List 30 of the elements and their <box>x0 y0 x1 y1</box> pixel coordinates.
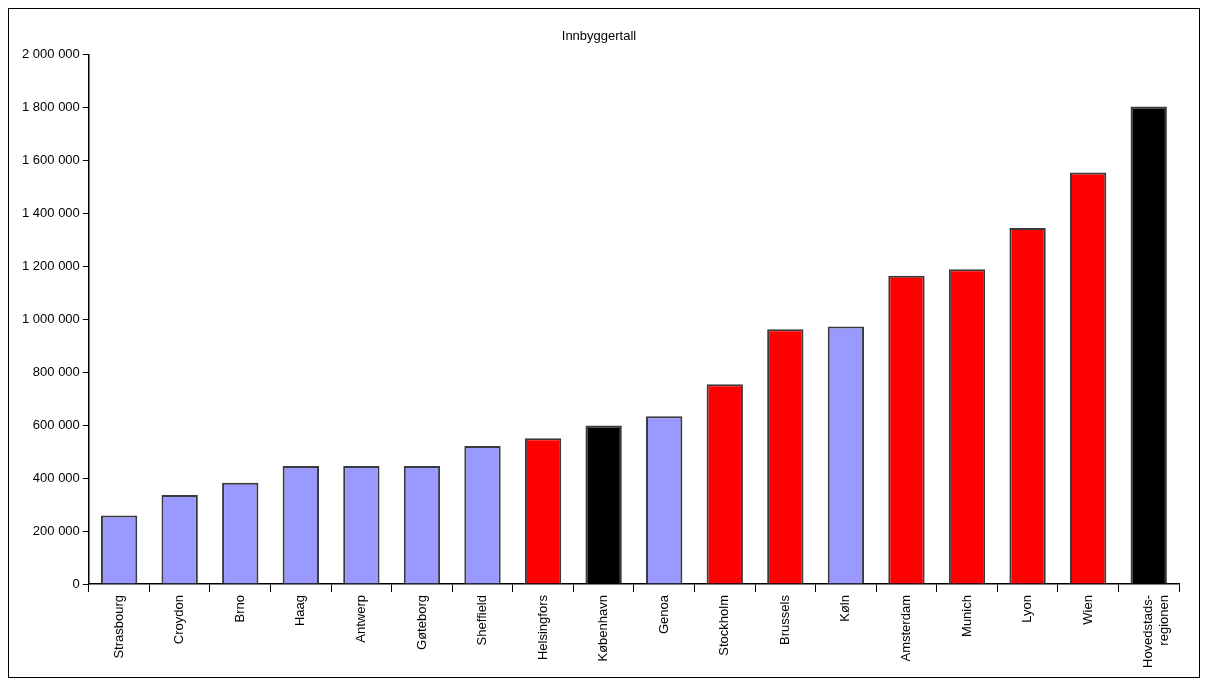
y-tick-label: 2 000 000 <box>21 46 80 62</box>
x-tick-label: Hovedstads- regionen <box>1140 595 1171 669</box>
y-tick-label: 1 200 000 <box>21 257 80 273</box>
x-tick-label: Amsterdam <box>898 595 914 662</box>
y-tick-label: 1 000 000 <box>21 310 80 326</box>
x-tick-label: Antwerp <box>352 595 368 643</box>
x-tick-label: Sheffield <box>474 595 490 646</box>
x-tick-label: Wien <box>1079 595 1095 625</box>
y-tick-label: 0 <box>72 575 80 591</box>
y-tick-label: 1 400 000 <box>21 205 80 220</box>
y-tick-label: 800 000 <box>32 363 80 379</box>
x-tick-label: København <box>595 595 611 662</box>
x-tick-label: Stockholm <box>716 595 732 656</box>
y-tick-label: 1 600 000 <box>21 152 80 168</box>
y-tick-label: 600 000 <box>32 416 80 432</box>
x-tick-label: Lyon <box>1019 595 1035 623</box>
x-tick-label: Munich <box>958 595 974 637</box>
x-tick-label: Gøteborg <box>413 595 429 650</box>
x-tick-label: Haag <box>292 595 308 627</box>
x-tick-label: Strasbourg <box>110 595 126 659</box>
x-tick-label: Køln <box>837 595 853 622</box>
y-tick-label: 1 800 000 <box>21 99 80 115</box>
x-tick-label: Helsingfors <box>534 594 550 661</box>
y-tick-label: 200 000 <box>32 522 80 538</box>
x-tick-label: Croydon <box>171 595 187 645</box>
chart-title: Innbyggertall <box>561 28 637 44</box>
x-tick-label: Brno <box>231 595 247 623</box>
y-tick-label: 400 000 <box>32 469 80 485</box>
x-tick-label: Genoa <box>655 594 671 635</box>
x-tick-label: Brussels <box>776 594 792 645</box>
